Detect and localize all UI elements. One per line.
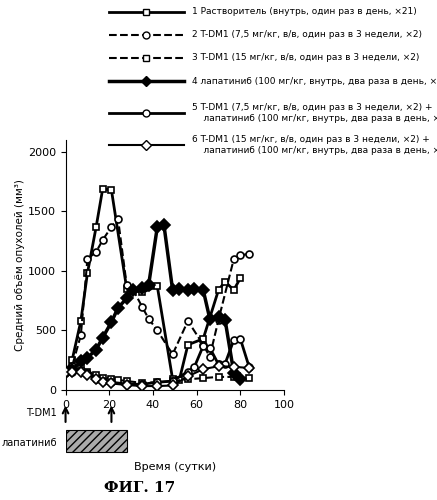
- Text: ФИГ. 17: ФИГ. 17: [104, 481, 176, 495]
- Text: T-DM1: T-DM1: [26, 408, 57, 418]
- Text: 2 T-DM1 (7,5 мг/кг, в/в, один раз в 3 недели, ×2): 2 T-DM1 (7,5 мг/кг, в/в, один раз в 3 не…: [192, 30, 422, 40]
- Text: 3 T-DM1 (15 мг/кг, в/в, один раз в 3 недели, ×2): 3 T-DM1 (15 мг/кг, в/в, один раз в 3 нед…: [192, 54, 420, 62]
- Y-axis label: Средний объём опухолей (мм³): Средний объём опухолей (мм³): [15, 179, 25, 351]
- Text: Время (сутки): Время (сутки): [134, 462, 216, 472]
- Text: 5 T-DM1 (7,5 мг/кг, в/в, один раз в 3 недели, ×2) +
    лапатиниб (100 мг/кг, вн: 5 T-DM1 (7,5 мг/кг, в/в, один раз в 3 не…: [192, 104, 437, 123]
- Text: лапатиниб: лапатиниб: [1, 438, 57, 448]
- Text: 4 лапатиниб (100 мг/кг, внутрь, два раза в день, ×21): 4 лапатиниб (100 мг/кг, внутрь, два раза…: [192, 76, 437, 86]
- Text: 6 T-DM1 (15 мг/кг, в/в, один раз в 3 недели, ×2) +
    лапатиниб (100 мг/кг, вну: 6 T-DM1 (15 мг/кг, в/в, один раз в 3 нед…: [192, 136, 437, 154]
- Text: 1 Растворитель (внутрь, один раз в день, ×21): 1 Растворитель (внутрь, один раз в день,…: [192, 7, 417, 16]
- Bar: [66, 430, 127, 452]
